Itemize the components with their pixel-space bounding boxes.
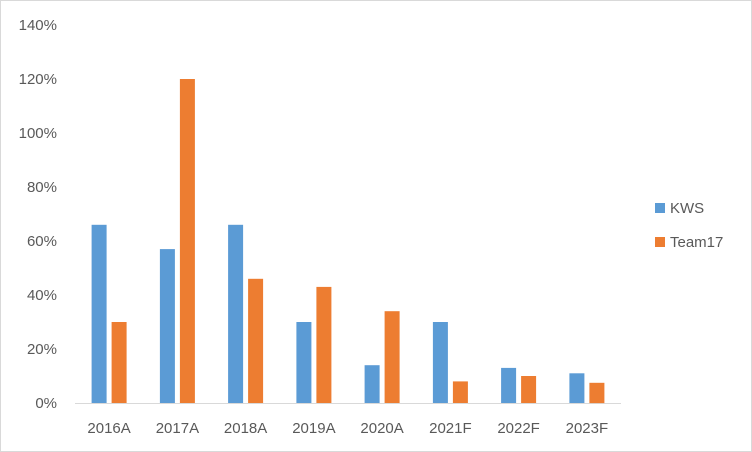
bar-team17-2020a — [384, 311, 400, 403]
x-tick-label: 2021F — [429, 420, 472, 437]
bars-group — [91, 79, 605, 404]
x-tick-label: 2023F — [566, 420, 609, 437]
y-tick-label: 60% — [27, 233, 57, 250]
y-tick-label: 20% — [27, 341, 57, 358]
bar-team17-2023f — [589, 382, 605, 404]
bar-kws-2020a — [364, 365, 380, 403]
x-tick-label: 2018A — [224, 420, 267, 437]
legend-swatch-kws — [655, 203, 665, 213]
y-tick-label: 40% — [27, 287, 57, 304]
x-tick-label: 2017A — [156, 420, 199, 437]
x-axis: 2016A 2017A 2018A 2019A 2020A 2021F 2022F 2023F — [87, 420, 608, 437]
x-tick-label: 2016A — [87, 420, 130, 437]
x-tick-label: 2019A — [292, 420, 335, 437]
bar-team17-2019a — [316, 286, 332, 403]
bar-kws-2016a — [91, 224, 107, 403]
bar-team17-2022f — [521, 376, 537, 403]
x-tick-label: 2020A — [360, 420, 403, 437]
y-tick-label: 120% — [19, 71, 57, 88]
bar-team17-2021f — [452, 381, 468, 403]
legend-label-team17: Team17 — [670, 234, 723, 251]
bar-kws-2018a — [228, 224, 244, 403]
x-tick-label: 2022F — [497, 420, 540, 437]
bar-kws-2017a — [159, 249, 175, 403]
bar-team17-2017a — [179, 79, 195, 403]
bar-kws-2021f — [432, 322, 448, 403]
bar-team17-2016a — [111, 322, 127, 403]
y-axis: 0% 20% 40% 60% 80% 100% 120% 140% — [19, 17, 57, 412]
legend-label-kws: KWS — [670, 200, 704, 217]
legend-swatch-team17 — [655, 237, 665, 247]
y-tick-label: 80% — [27, 179, 57, 196]
bar-kws-2023f — [569, 373, 585, 403]
legend: KWS Team17 — [655, 200, 723, 251]
bar-kws-2019a — [296, 322, 312, 403]
y-tick-label: 100% — [19, 125, 57, 142]
y-tick-label: 0% — [35, 395, 57, 412]
bar-kws-2022f — [501, 367, 517, 403]
y-tick-label: 140% — [19, 17, 57, 34]
bar-team17-2018a — [248, 278, 264, 403]
